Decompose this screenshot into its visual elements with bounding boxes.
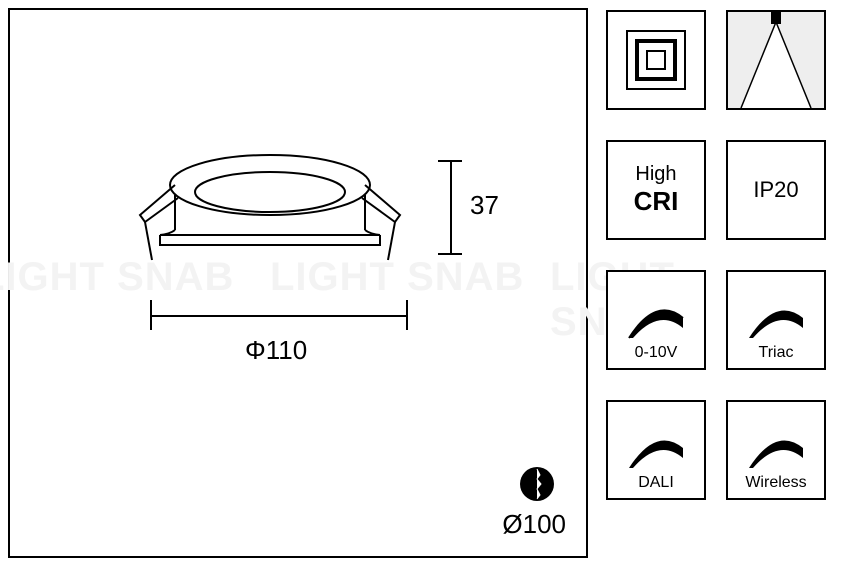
dimming-arc-icon: [741, 434, 811, 474]
icon-high-cri: High CRI: [606, 140, 706, 240]
dimming-arc-icon: [621, 434, 691, 474]
beam-angle-icon: [728, 12, 824, 108]
icon-recessed-square: [606, 10, 706, 110]
dim-line-diameter: [150, 315, 408, 317]
dim-caption: Wireless: [728, 474, 824, 492]
dim-caption: 0-10V: [608, 344, 704, 362]
icon-beam-angle: [726, 10, 826, 110]
icon-ip-rating: IP20: [726, 140, 826, 240]
dimming-arc-icon: [741, 304, 811, 344]
cutout-spec: Ø100: [502, 465, 566, 540]
height-label: 37: [470, 190, 499, 221]
cutout-icon: [518, 465, 556, 503]
ip-rating-value: IP20: [753, 177, 798, 203]
cri-line2: CRI: [634, 186, 679, 217]
dimming-arc-icon: [621, 304, 691, 344]
dim-tick: [438, 253, 462, 255]
dim-tick: [150, 300, 152, 330]
dim-tick: [438, 160, 462, 162]
spec-icons-grid: High CRI IP20 0-10V Triac DALI Wireless: [606, 8, 826, 564]
recessed-square-icon: [621, 25, 691, 95]
dim-tick: [406, 300, 408, 330]
downlight-drawing: [130, 150, 410, 290]
dim-line-height: [450, 160, 452, 255]
icon-dim-wireless: Wireless: [726, 400, 826, 500]
cutout-label: Ø100: [502, 509, 566, 539]
diameter-label: Φ110: [245, 335, 307, 366]
cri-line1: High: [634, 163, 679, 186]
technical-drawing-frame: LIGHT SNAB LIGHT SNAB LIGHT SNAB Φ110: [8, 8, 588, 558]
icon-dim-triac: Triac: [726, 270, 826, 370]
icon-dim-dali: DALI: [606, 400, 706, 500]
dim-caption: DALI: [608, 474, 704, 492]
icon-dim-0-10v: 0-10V: [606, 270, 706, 370]
dim-caption: Triac: [728, 344, 824, 362]
